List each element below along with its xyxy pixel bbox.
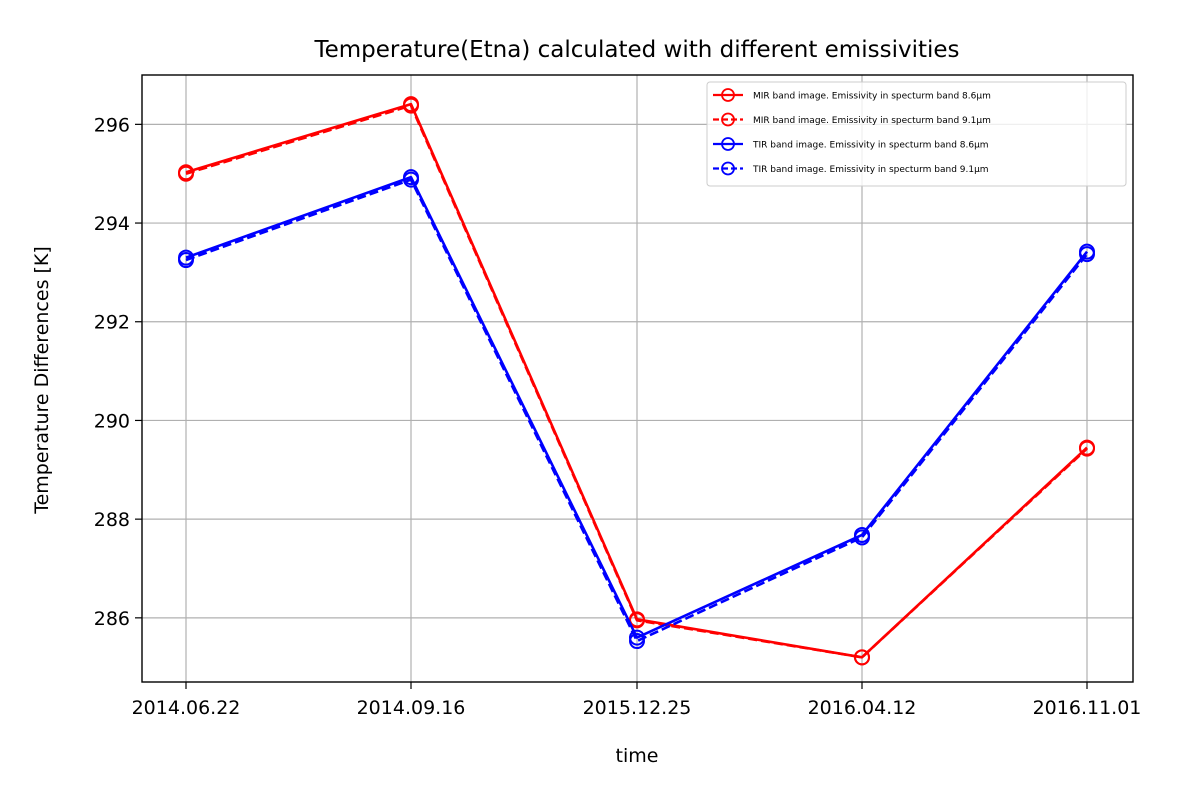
series-line-3	[185, 175, 1089, 639]
legend-box	[706, 81, 1127, 187]
legend-label-1: MIR band image. Emissivity in specturm b…	[753, 92, 991, 102]
chart-title: Temperature(Etna) calculated with differ…	[313, 37, 959, 63]
plot-frame	[141, 74, 1134, 683]
y-tick-label: 296	[94, 114, 130, 136]
x-axis-label: time	[616, 745, 659, 767]
y-tick-label: 294	[94, 213, 130, 235]
series-4-point	[178, 252, 194, 269]
legend: MIR band image. Emissivity in specturm b…	[706, 81, 1127, 187]
x-tick-label: 2014.09.16	[357, 697, 466, 719]
series-4-point	[854, 529, 870, 546]
legend-label-2: MIR band image. Emissivity in specturm b…	[753, 116, 991, 126]
y-tick-label: 288	[94, 509, 130, 531]
series-2-point	[854, 649, 870, 666]
series-2-point	[1079, 440, 1095, 457]
x-tick-label: 2014.06.22	[132, 697, 241, 719]
series-line-4	[185, 178, 1089, 643]
y-tick-label: 286	[94, 608, 130, 630]
legend-label-4: TIR band image. Emissivity in specturm b…	[752, 165, 989, 175]
series-4-point	[403, 171, 419, 188]
x-tick-label: 2015.12.25	[583, 697, 692, 719]
series-2-point	[178, 165, 194, 182]
legend-marker-4	[721, 161, 735, 176]
x-tick-label: 2016.11.01	[1033, 697, 1142, 719]
y-tick-label: 292	[94, 312, 130, 334]
x-tick-label: 2016.04.12	[808, 697, 917, 719]
y-tick-label: 290	[94, 410, 130, 432]
series-2-point	[629, 612, 645, 629]
legend-marker-3	[721, 137, 735, 151]
legend-marker-2	[721, 112, 735, 127]
legend-marker-1	[721, 88, 735, 102]
axes: 2014.06.22 2014.09.16 2015.12.25 2016.04.12…	[94, 74, 1142, 719]
series-4-point	[1079, 246, 1095, 263]
y-axis-label: Temperature Differences [K]	[31, 246, 53, 515]
series-lines	[178, 96, 1095, 666]
series-2-point	[403, 97, 419, 114]
legend-label-3: TIR band image. Emissivity in specturm b…	[752, 141, 989, 151]
series-line-2	[185, 104, 1088, 659]
series-4-point	[629, 633, 645, 650]
